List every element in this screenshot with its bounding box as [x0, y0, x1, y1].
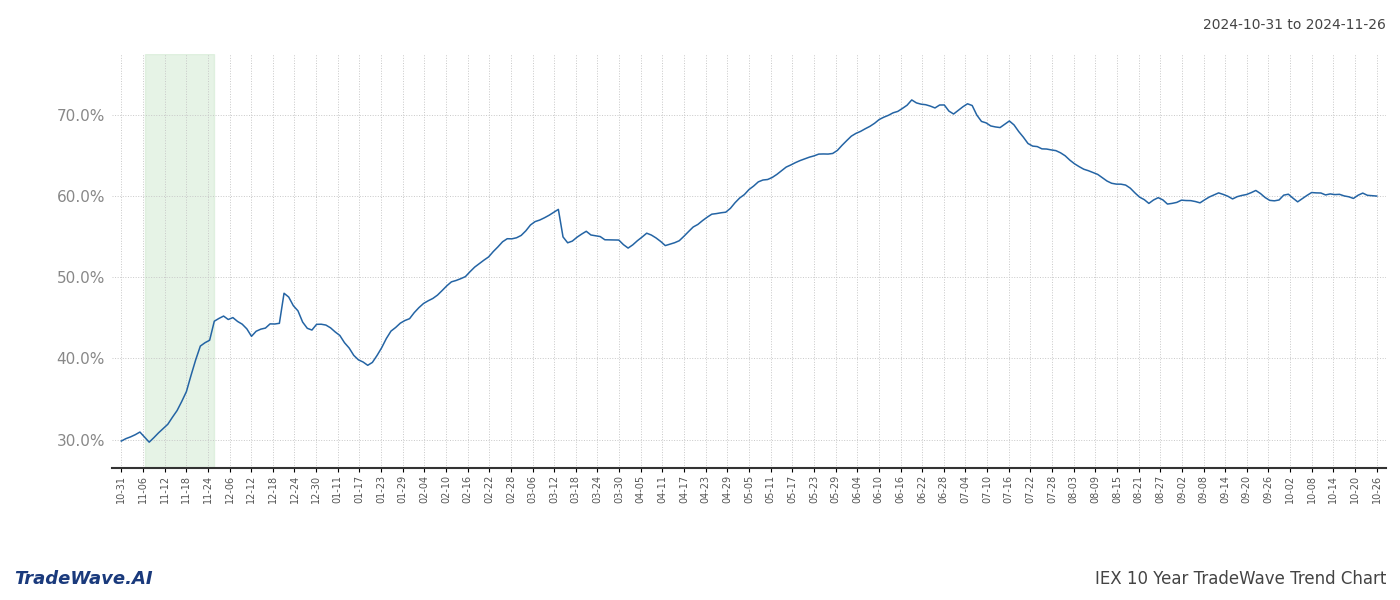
Text: TradeWave.AI: TradeWave.AI	[14, 570, 153, 588]
Text: IEX 10 Year TradeWave Trend Chart: IEX 10 Year TradeWave Trend Chart	[1095, 570, 1386, 588]
Text: 2024-10-31 to 2024-11-26: 2024-10-31 to 2024-11-26	[1203, 18, 1386, 32]
Bar	[144, 54, 214, 468]
